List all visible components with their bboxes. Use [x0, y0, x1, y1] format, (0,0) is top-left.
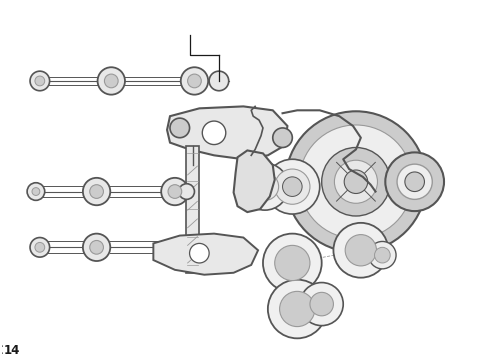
- Text: 14: 14: [4, 344, 20, 357]
- Circle shape: [368, 242, 396, 269]
- Circle shape: [345, 235, 376, 266]
- Circle shape: [98, 67, 125, 95]
- Text: 9: 9: [6, 343, 16, 356]
- Circle shape: [286, 111, 426, 252]
- Circle shape: [299, 125, 413, 239]
- Polygon shape: [186, 145, 199, 273]
- Text: 5: 5: [7, 344, 15, 357]
- Circle shape: [344, 170, 368, 193]
- Text: 13: 13: [1, 344, 17, 357]
- Circle shape: [322, 148, 390, 216]
- Polygon shape: [153, 234, 258, 275]
- Circle shape: [265, 159, 320, 214]
- Text: 7: 7: [7, 346, 15, 359]
- Circle shape: [35, 76, 45, 86]
- Circle shape: [30, 71, 49, 91]
- Circle shape: [273, 128, 293, 148]
- Circle shape: [310, 292, 333, 316]
- Circle shape: [90, 240, 103, 254]
- Circle shape: [104, 74, 118, 88]
- Circle shape: [242, 163, 289, 210]
- Circle shape: [405, 172, 424, 192]
- Circle shape: [30, 238, 49, 257]
- Text: 12: 12: [2, 345, 18, 357]
- Text: 1: 1: [9, 345, 18, 357]
- Circle shape: [263, 234, 322, 292]
- Circle shape: [251, 173, 279, 201]
- Circle shape: [333, 223, 388, 278]
- Circle shape: [179, 184, 195, 199]
- Circle shape: [90, 185, 103, 198]
- Polygon shape: [234, 150, 275, 212]
- Circle shape: [275, 169, 310, 204]
- Circle shape: [334, 160, 377, 203]
- Circle shape: [275, 246, 310, 280]
- Circle shape: [27, 183, 45, 201]
- Text: 8: 8: [6, 345, 15, 357]
- Circle shape: [283, 177, 302, 197]
- Circle shape: [209, 71, 229, 91]
- Circle shape: [83, 234, 110, 261]
- Text: 3: 3: [8, 344, 18, 357]
- Circle shape: [35, 242, 45, 252]
- Text: 2: 2: [8, 346, 18, 359]
- Circle shape: [280, 291, 315, 327]
- Circle shape: [268, 280, 326, 338]
- Circle shape: [170, 118, 190, 138]
- Circle shape: [190, 243, 209, 263]
- Circle shape: [168, 185, 182, 198]
- Circle shape: [32, 188, 40, 195]
- Text: 6: 6: [6, 346, 15, 359]
- Text: 11: 11: [1, 345, 18, 358]
- Text: 4: 4: [7, 344, 16, 357]
- Circle shape: [374, 247, 390, 263]
- Circle shape: [300, 283, 343, 325]
- Polygon shape: [167, 107, 288, 159]
- Circle shape: [181, 67, 208, 95]
- Circle shape: [83, 178, 110, 205]
- Circle shape: [385, 152, 444, 211]
- Circle shape: [202, 121, 226, 145]
- Circle shape: [188, 74, 201, 88]
- Circle shape: [161, 178, 189, 205]
- Text: 10: 10: [1, 345, 17, 358]
- Circle shape: [397, 164, 432, 199]
